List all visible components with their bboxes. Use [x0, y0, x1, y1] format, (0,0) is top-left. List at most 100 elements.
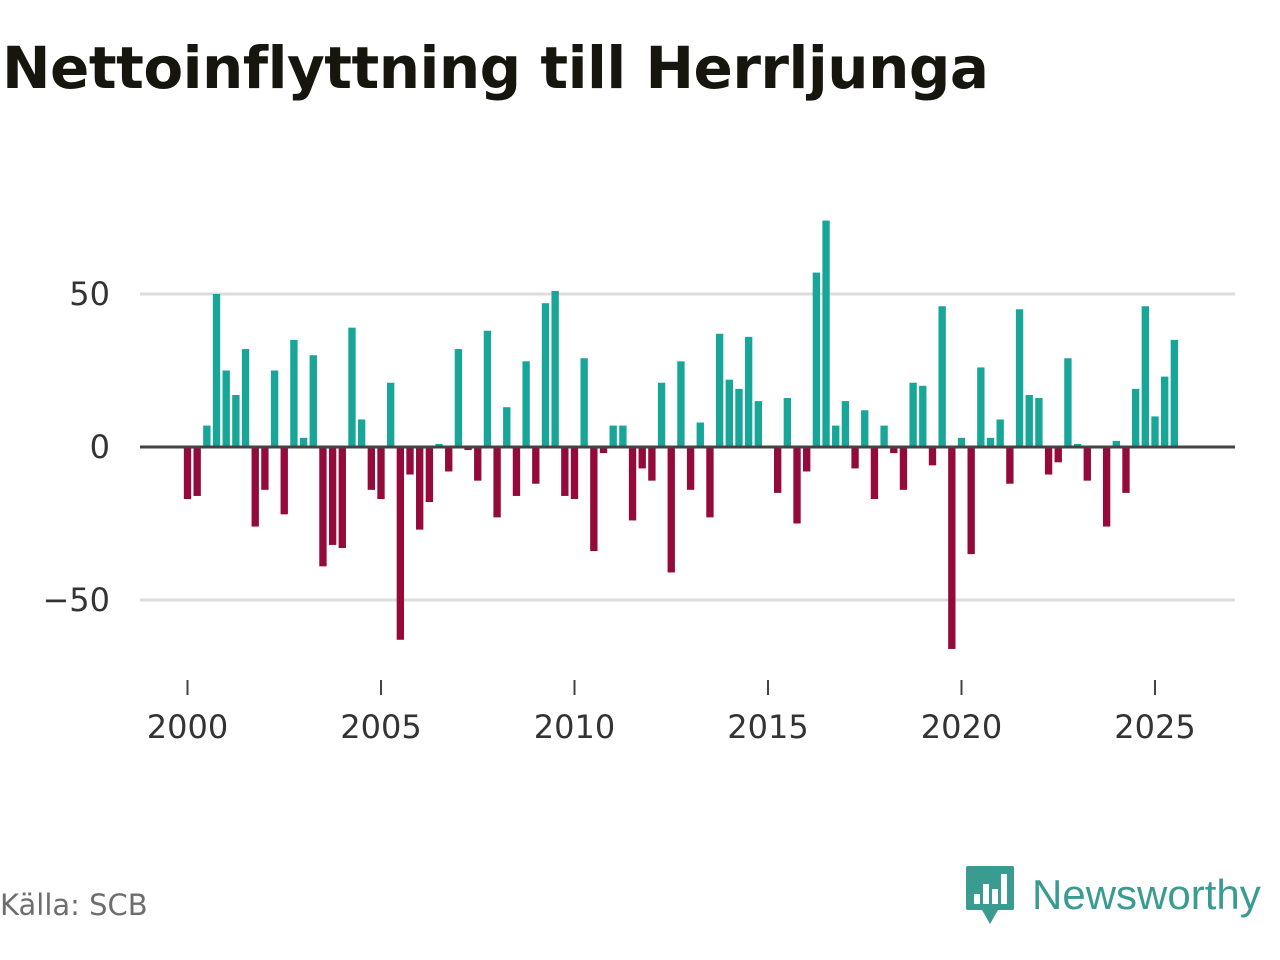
bar — [1102, 447, 1111, 527]
bar — [299, 437, 308, 447]
bar — [454, 349, 463, 447]
y-tick-label: 50 — [69, 275, 110, 313]
x-tick-label: 2005 — [340, 708, 421, 746]
bar — [909, 382, 917, 447]
bar — [203, 425, 211, 447]
bar — [183, 447, 192, 500]
bar — [222, 370, 230, 447]
bar — [1083, 447, 1091, 481]
bar — [1112, 440, 1120, 447]
y-tick-label: −50 — [42, 581, 110, 619]
bar — [270, 370, 279, 447]
bar — [938, 306, 946, 447]
bar — [1141, 306, 1149, 447]
bar — [1131, 388, 1140, 447]
bar — [948, 447, 956, 649]
bar — [1151, 416, 1159, 447]
bar — [280, 447, 288, 515]
bar — [841, 401, 850, 447]
bar — [1035, 398, 1043, 447]
bar — [493, 447, 501, 518]
bar — [754, 401, 762, 447]
bars — [183, 220, 1179, 649]
bar — [241, 349, 250, 447]
bar — [396, 447, 405, 640]
bar — [880, 425, 888, 447]
bar — [667, 447, 675, 573]
bar — [715, 333, 724, 447]
bar — [377, 447, 385, 500]
bar-chart: 50 0 −50 2000 2005 2010 2015 2020 2025 — [42, 220, 1235, 746]
bar — [1015, 309, 1024, 447]
newsworthy-logo: Newsworthy — [964, 864, 1261, 926]
bar — [890, 447, 898, 454]
bar — [619, 425, 627, 447]
axes: 50 0 −50 2000 2005 2010 2015 2020 2025 — [42, 275, 1235, 746]
bar — [1073, 443, 1082, 447]
bar — [609, 425, 617, 447]
bar — [1025, 394, 1033, 447]
bar — [1161, 376, 1169, 447]
bar — [967, 447, 975, 555]
bar — [541, 303, 550, 447]
bar — [1122, 447, 1130, 493]
bar — [435, 443, 443, 447]
x-tick-label: 2025 — [1114, 708, 1195, 746]
bar — [193, 447, 201, 496]
bar — [657, 382, 666, 447]
bar — [919, 385, 927, 447]
bar — [861, 410, 869, 447]
y-tick-label: 0 — [90, 428, 110, 466]
bar — [822, 220, 830, 447]
x-tick-label: 2015 — [727, 708, 808, 746]
bar — [706, 447, 714, 518]
bar — [232, 394, 240, 447]
bar — [648, 447, 656, 481]
bar — [1006, 447, 1014, 484]
bar — [899, 447, 908, 490]
bar — [483, 330, 492, 447]
bar — [590, 447, 598, 552]
bar — [696, 422, 704, 447]
bar — [725, 379, 733, 447]
bar — [851, 447, 859, 469]
bar — [464, 447, 472, 451]
bar — [986, 437, 995, 447]
bar — [338, 447, 346, 548]
x-tick-label: 2000 — [147, 708, 228, 746]
bar — [445, 447, 453, 472]
gridlines — [140, 292, 1235, 602]
bar — [774, 447, 782, 493]
bar — [416, 447, 424, 530]
bar — [261, 447, 269, 490]
bar — [387, 382, 395, 447]
bar — [319, 447, 327, 567]
bar — [580, 358, 588, 447]
bar — [212, 294, 221, 447]
bar — [532, 447, 540, 484]
bar — [977, 367, 985, 447]
bar — [570, 447, 579, 500]
bar — [928, 447, 937, 466]
bar — [328, 447, 337, 545]
bar — [367, 447, 375, 490]
bar — [628, 447, 637, 521]
bar — [1170, 339, 1179, 447]
bar — [522, 361, 530, 447]
bar — [357, 419, 366, 447]
bar — [638, 447, 646, 469]
bar — [793, 447, 801, 524]
bar — [425, 447, 434, 503]
bar — [551, 290, 559, 447]
source-label: Källa: SCB — [0, 888, 148, 922]
bar — [503, 407, 511, 447]
bar — [406, 447, 414, 475]
bar — [870, 447, 879, 500]
bar — [686, 447, 695, 490]
bar — [251, 447, 259, 527]
bar — [957, 437, 966, 447]
bar — [812, 272, 821, 447]
bar — [599, 447, 608, 454]
bar — [1054, 447, 1062, 463]
bar — [803, 447, 811, 472]
